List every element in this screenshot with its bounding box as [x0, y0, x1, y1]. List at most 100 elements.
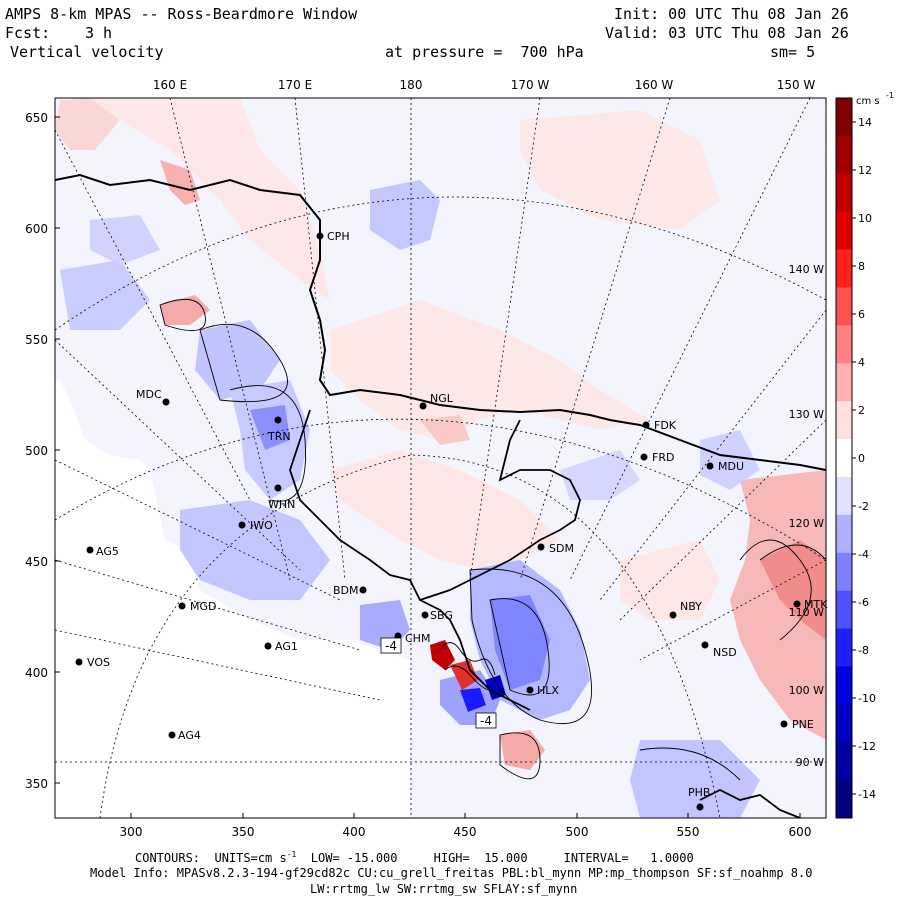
contour-info: CONTOURS: UNITS=cm s-1 LOW= -15.000 HIGH… — [135, 850, 694, 865]
negative-region — [90, 215, 160, 265]
station-label: MDC — [136, 388, 162, 401]
negative-region — [560, 450, 640, 500]
colorbar-swatch — [836, 439, 852, 478]
station-marker: AG5 — [86, 545, 119, 558]
model-info: Model Info: MPASv8.2.3-194-gf29cd82c CU:… — [90, 866, 813, 880]
negative-region — [630, 740, 760, 818]
strong-downdraft — [485, 675, 506, 700]
station-marker: MDC — [136, 388, 170, 406]
colorbar-swatch — [836, 780, 852, 819]
station-marker: NGL — [419, 392, 454, 410]
valid-time: Valid: 03 UTC Thu 08 Jan 26 — [605, 24, 849, 42]
station-marker: NBY — [669, 600, 702, 619]
colorbar-units-label: cm s — [856, 96, 880, 107]
colorbar-units: cm s -1 — [856, 91, 894, 107]
station-label: VOS — [87, 656, 110, 669]
station-marker: TRN — [267, 416, 291, 443]
top-lon-label: 160 E — [153, 78, 187, 92]
station-label: NBY — [680, 600, 702, 613]
colorbar-swatch — [836, 249, 852, 288]
contour-value-label: -4 — [385, 639, 397, 653]
bottom-tick-label: 400 — [343, 825, 366, 839]
station-marker: MTK — [793, 598, 828, 611]
forecast-label: Fcst: — [5, 24, 51, 42]
colorbar-swatch — [836, 552, 852, 592]
right-lon-label: 100 W — [789, 684, 824, 697]
left-axis-ticks — [55, 116, 801, 818]
station-marker: PHB — [688, 786, 710, 811]
contour-value-label: -4 — [480, 714, 492, 728]
colorbar-tick-label: 14 — [858, 116, 872, 129]
colorbar-swatch — [836, 514, 852, 554]
forecast-hour: 3 h — [85, 24, 113, 42]
colorbar-swatch — [836, 173, 852, 213]
colorbar-units-exponent: -1 — [886, 91, 894, 100]
station-label: PNE — [792, 718, 814, 731]
station-marker: SDM — [537, 542, 574, 555]
positive-region — [420, 415, 470, 445]
right-lon-label: 140 W — [789, 263, 824, 276]
colorbar-tick-label: 10 — [858, 212, 872, 225]
bottom-tick-label: 600 — [789, 825, 812, 839]
left-tick-label: 350 — [25, 777, 48, 791]
right-lon-labels: 140 W 130 W 120 W 110 W 100 W 90 W — [789, 263, 824, 769]
colorbar-tick-label: -6 — [858, 596, 869, 609]
colorbar-swatch — [836, 742, 852, 781]
station-label: SBG — [430, 609, 453, 622]
station-marker: HLX — [526, 684, 559, 697]
colorbar-tick-label: -14 — [858, 788, 876, 801]
station-label: MTK — [804, 598, 828, 611]
station-label: PHB — [688, 786, 710, 799]
positive-region — [620, 540, 720, 620]
station-marker: FDK — [642, 419, 677, 432]
colorbar-swatch — [836, 704, 852, 743]
colorbar-tick-labels: 14 12 10 8 6 4 2 0 -2 -4 -6 -8 -10 -12 -14 — [852, 116, 876, 801]
positive-region — [760, 540, 826, 640]
coastline — [289, 409, 531, 711]
station-label: WHN — [268, 498, 295, 511]
colorbar-tick-label: -2 — [858, 500, 869, 513]
colorbar-swatch — [836, 325, 852, 364]
top-lon-label: 160 W — [635, 78, 674, 92]
colorbar-swatch — [836, 211, 852, 251]
right-lon-label: 110 W — [789, 606, 824, 619]
station-label: BDM — [333, 584, 359, 597]
bottom-axis-labels: 300 350 400 450 500 550 600 — [120, 825, 812, 839]
colorbar-swatch — [836, 135, 852, 175]
positive-region — [90, 98, 330, 300]
bottom-tick-label: 500 — [566, 825, 589, 839]
station-marker: CPH — [316, 230, 350, 243]
negative-region — [700, 430, 760, 490]
station-marker: MGD — [178, 600, 217, 613]
station-marker: FRD — [640, 451, 674, 464]
positive-region — [160, 160, 200, 205]
left-axis-labels: 650 600 550 500 450 400 350 — [25, 111, 48, 791]
station-label: NGL — [430, 392, 454, 405]
colorbar-tick-label: 6 — [858, 308, 865, 321]
coastline — [419, 419, 581, 601]
station-layer: CPH MDC NGL FDK FRD MDU TRN WHN IWO AG5 … — [75, 230, 828, 811]
left-tick-label: 500 — [25, 444, 48, 458]
colorbar-swatch — [836, 98, 852, 137]
positive-region — [330, 300, 650, 440]
station-label: FDK — [654, 419, 677, 432]
left-tick-label: 550 — [25, 333, 48, 347]
top-lon-label: 180 — [400, 78, 423, 92]
negative-region — [250, 405, 290, 450]
negative-region — [195, 320, 280, 400]
positive-region — [730, 470, 826, 740]
colorbar-tick-label: -8 — [858, 644, 869, 657]
bottom-tick-label: 350 — [232, 825, 255, 839]
colorbar-swatch — [836, 287, 852, 326]
colorbar-swatch — [836, 666, 852, 705]
colorbar-tick-label: 2 — [858, 404, 865, 417]
left-tick-label: 650 — [25, 111, 48, 125]
colorbar-swatch — [836, 476, 852, 516]
contour-units-exponent: -1 — [286, 850, 297, 859]
pressure-level: at pressure = 700 hPa — [385, 43, 584, 61]
colorbar-tick-label: -12 — [858, 740, 876, 753]
no-data-region — [55, 380, 150, 470]
station-label: MDU — [718, 460, 744, 473]
coastline — [55, 173, 826, 471]
station-label: NSD — [713, 646, 737, 659]
